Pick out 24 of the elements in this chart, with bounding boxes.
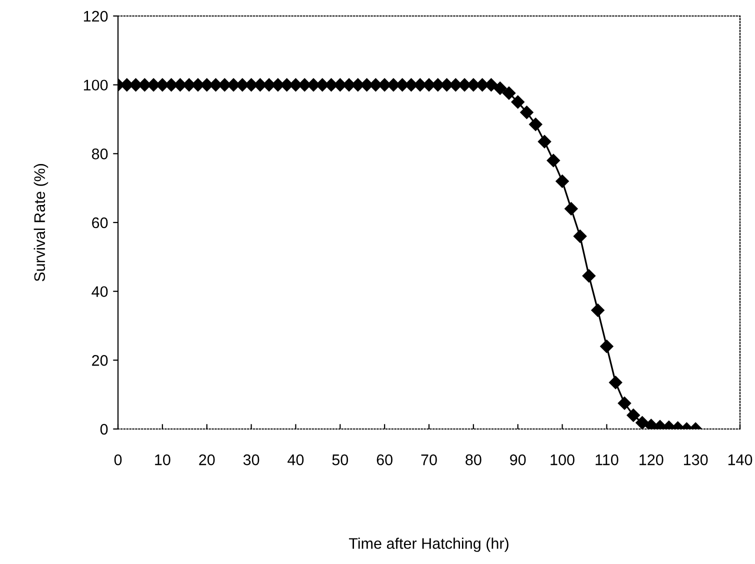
y-tick-label: 0 xyxy=(100,424,108,435)
x-tick-label: 110 xyxy=(596,454,618,466)
x-tick-label: 30 xyxy=(243,454,260,466)
x-tick-label: 50 xyxy=(332,454,348,466)
x-tick-label: 120 xyxy=(640,454,664,466)
x-tick-label: 0 xyxy=(114,454,122,466)
y-tick-label: 60 xyxy=(92,217,108,228)
x-tick-label: 100 xyxy=(550,454,574,466)
x-tick-label: 70 xyxy=(421,454,437,466)
x-tick-label: 80 xyxy=(466,454,482,466)
x-tick-label: 140 xyxy=(728,454,752,466)
y-tick-label: 20 xyxy=(92,355,108,366)
x-tick-label: 60 xyxy=(376,454,392,466)
y-tick-label: 100 xyxy=(84,80,108,91)
x-tick-label: 130 xyxy=(684,454,708,466)
x-tick-label: 20 xyxy=(199,454,215,466)
x-tick-label: 40 xyxy=(288,454,304,466)
y-tick-label: 40 xyxy=(92,286,108,298)
x-tick-label: 10 xyxy=(155,454,170,466)
x-tick-label: 90 xyxy=(510,454,526,466)
y-tick-label: 120 xyxy=(84,10,108,22)
y-tick-label: 80 xyxy=(92,148,108,160)
y-axis-title: Survival Rate (%) xyxy=(34,164,48,282)
x-axis-title: Time after Hatching (hr) xyxy=(348,538,508,552)
